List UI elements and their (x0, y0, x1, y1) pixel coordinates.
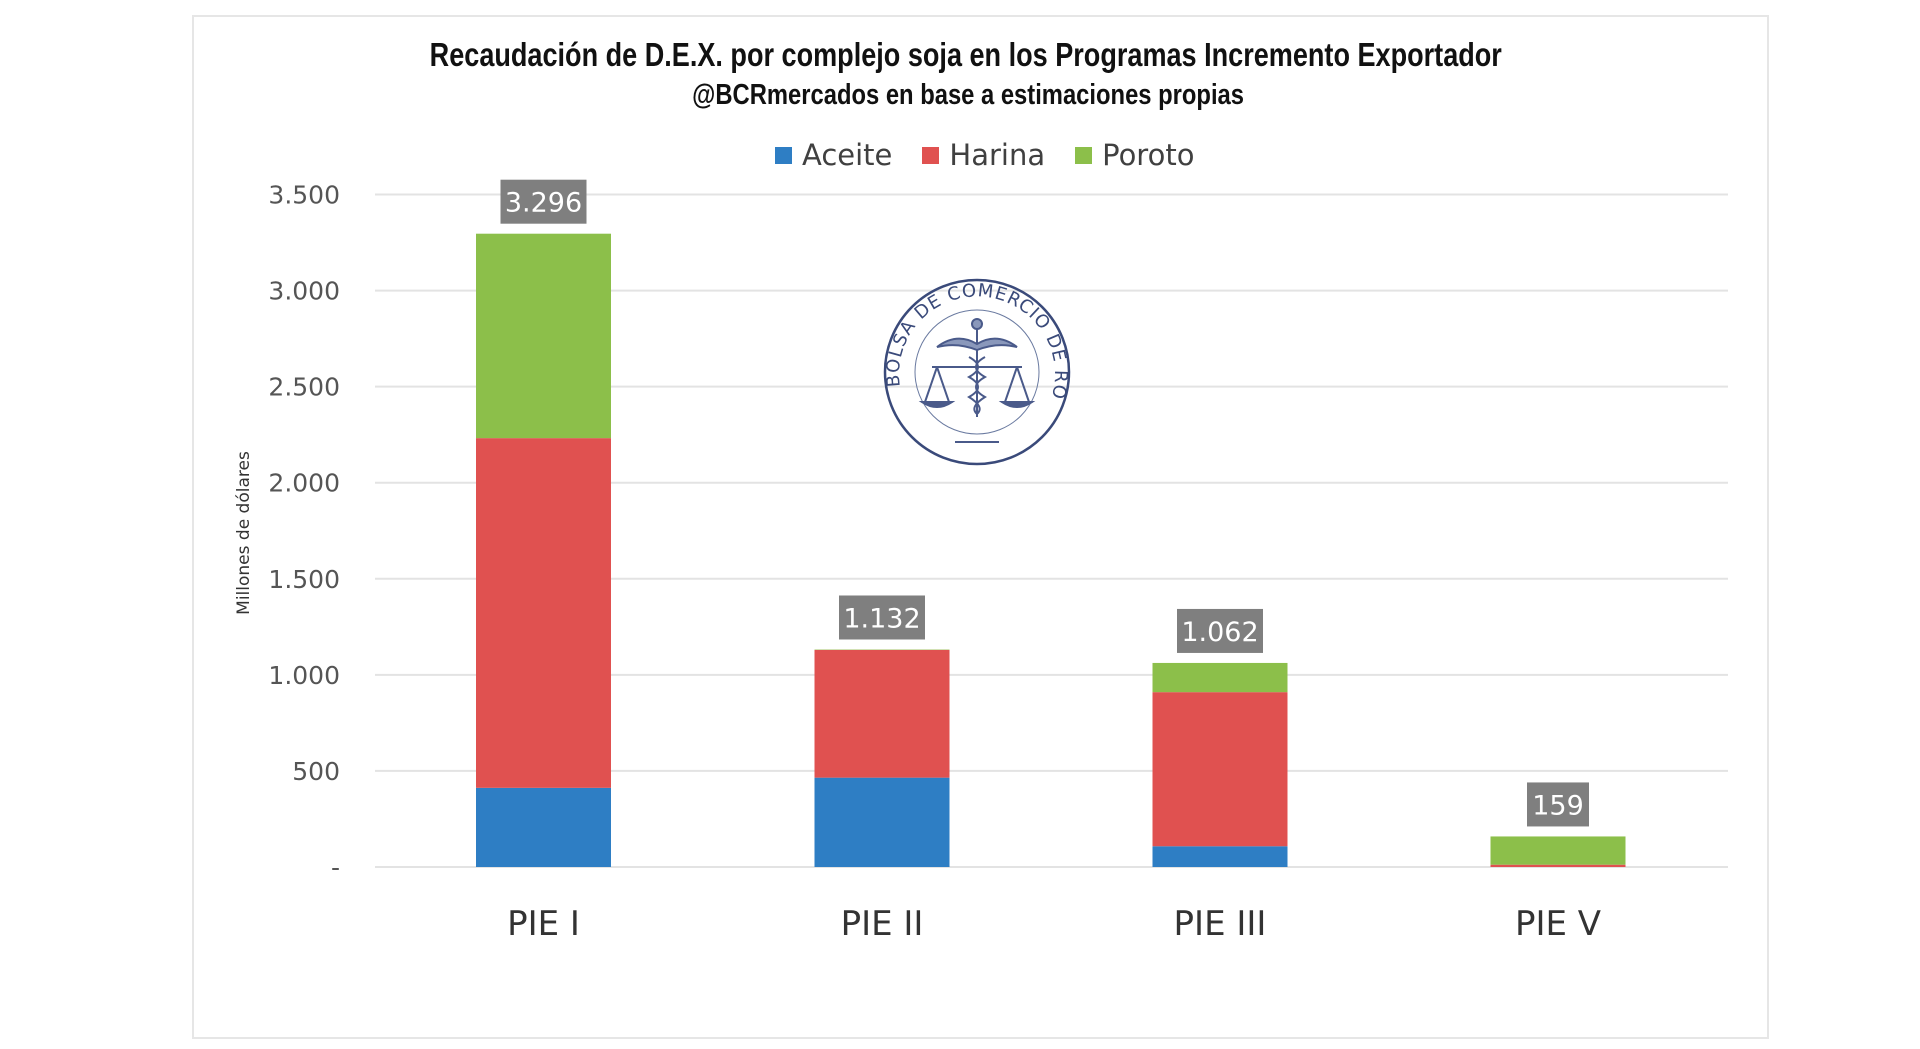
y-tick-label: - (331, 853, 340, 882)
x-tick-label: PIE II (841, 904, 924, 944)
x-tick-labels: PIE I PIE II PIE III PIE V (507, 904, 1601, 944)
legend: Aceite Harina Poroto (775, 138, 1194, 172)
legend-label-poroto: Poroto (1102, 138, 1195, 172)
bar-harina-pie-ii (814, 649, 950, 778)
y-tick-label: 2.000 (268, 469, 340, 498)
y-tick-label: 2.500 (268, 373, 340, 402)
y-tick-label: 1.000 (268, 661, 340, 690)
total-label-box (839, 595, 925, 640)
legend-item-aceite: Aceite (775, 138, 892, 172)
x-tick-label: PIE V (1515, 904, 1601, 944)
y-tick-label: 3.500 (268, 181, 340, 210)
legend-swatch-aceite (775, 146, 792, 164)
bar-poroto-pie-i (476, 233, 611, 439)
legend-item-poroto: Poroto (1075, 138, 1194, 172)
bar-harina-pie-iii (1152, 692, 1288, 847)
bar-aceite-pie-ii (814, 777, 950, 867)
total-label: 159 (1532, 790, 1584, 821)
y-tick-label: 500 (292, 757, 340, 786)
bcr-seal-logo: BOLSA DE COMERCIO DE ROSARIO (883, 278, 1071, 466)
seal-inner-ring (914, 309, 1040, 435)
total-label-box (1527, 782, 1589, 827)
y-tick-labels: - 500 1.000 1.500 2.000 2.500 3.000 3.500 (268, 181, 340, 883)
bar-poroto-pie-v (1490, 836, 1626, 865)
legend-label-harina: Harina (949, 138, 1046, 172)
total-label-box (1177, 608, 1263, 653)
x-tick-label: PIE I (507, 904, 580, 944)
chart-frame (192, 15, 1769, 1039)
y-tick-label: 1.500 (268, 565, 340, 594)
total-label: 1.062 (1181, 617, 1258, 648)
bar-poroto-pie-iii (1152, 662, 1288, 693)
total-label: 1.132 (843, 603, 920, 634)
y-tick-label: 3.000 (268, 277, 340, 306)
legend-label-aceite: Aceite (802, 138, 893, 172)
x-tick-label: PIE III (1174, 904, 1267, 944)
chart-title: Recaudación de D.E.X. por complejo soja … (429, 36, 1502, 73)
data-labels: 3.296 1.132 1.062 159 (500, 179, 1589, 827)
bar-aceite-pie-i (476, 787, 611, 867)
chart-subtitle: @BCRmercados en base a estimaciones prop… (692, 79, 1245, 111)
legend-item-harina: Harina (922, 138, 1045, 172)
bar-series (476, 233, 1626, 867)
total-label: 3.296 (505, 188, 582, 219)
bar-harina-pie-v (1490, 864, 1626, 867)
caduceus-scales-icon (918, 318, 1036, 443)
legend-swatch-poroto (1075, 146, 1093, 164)
total-label-box (500, 179, 587, 224)
bar-harina-pie-i (476, 438, 611, 788)
bar-aceite-pie-iii (1152, 846, 1288, 867)
legend-swatch-harina (922, 146, 940, 164)
seal-outer-ring (883, 278, 1071, 466)
